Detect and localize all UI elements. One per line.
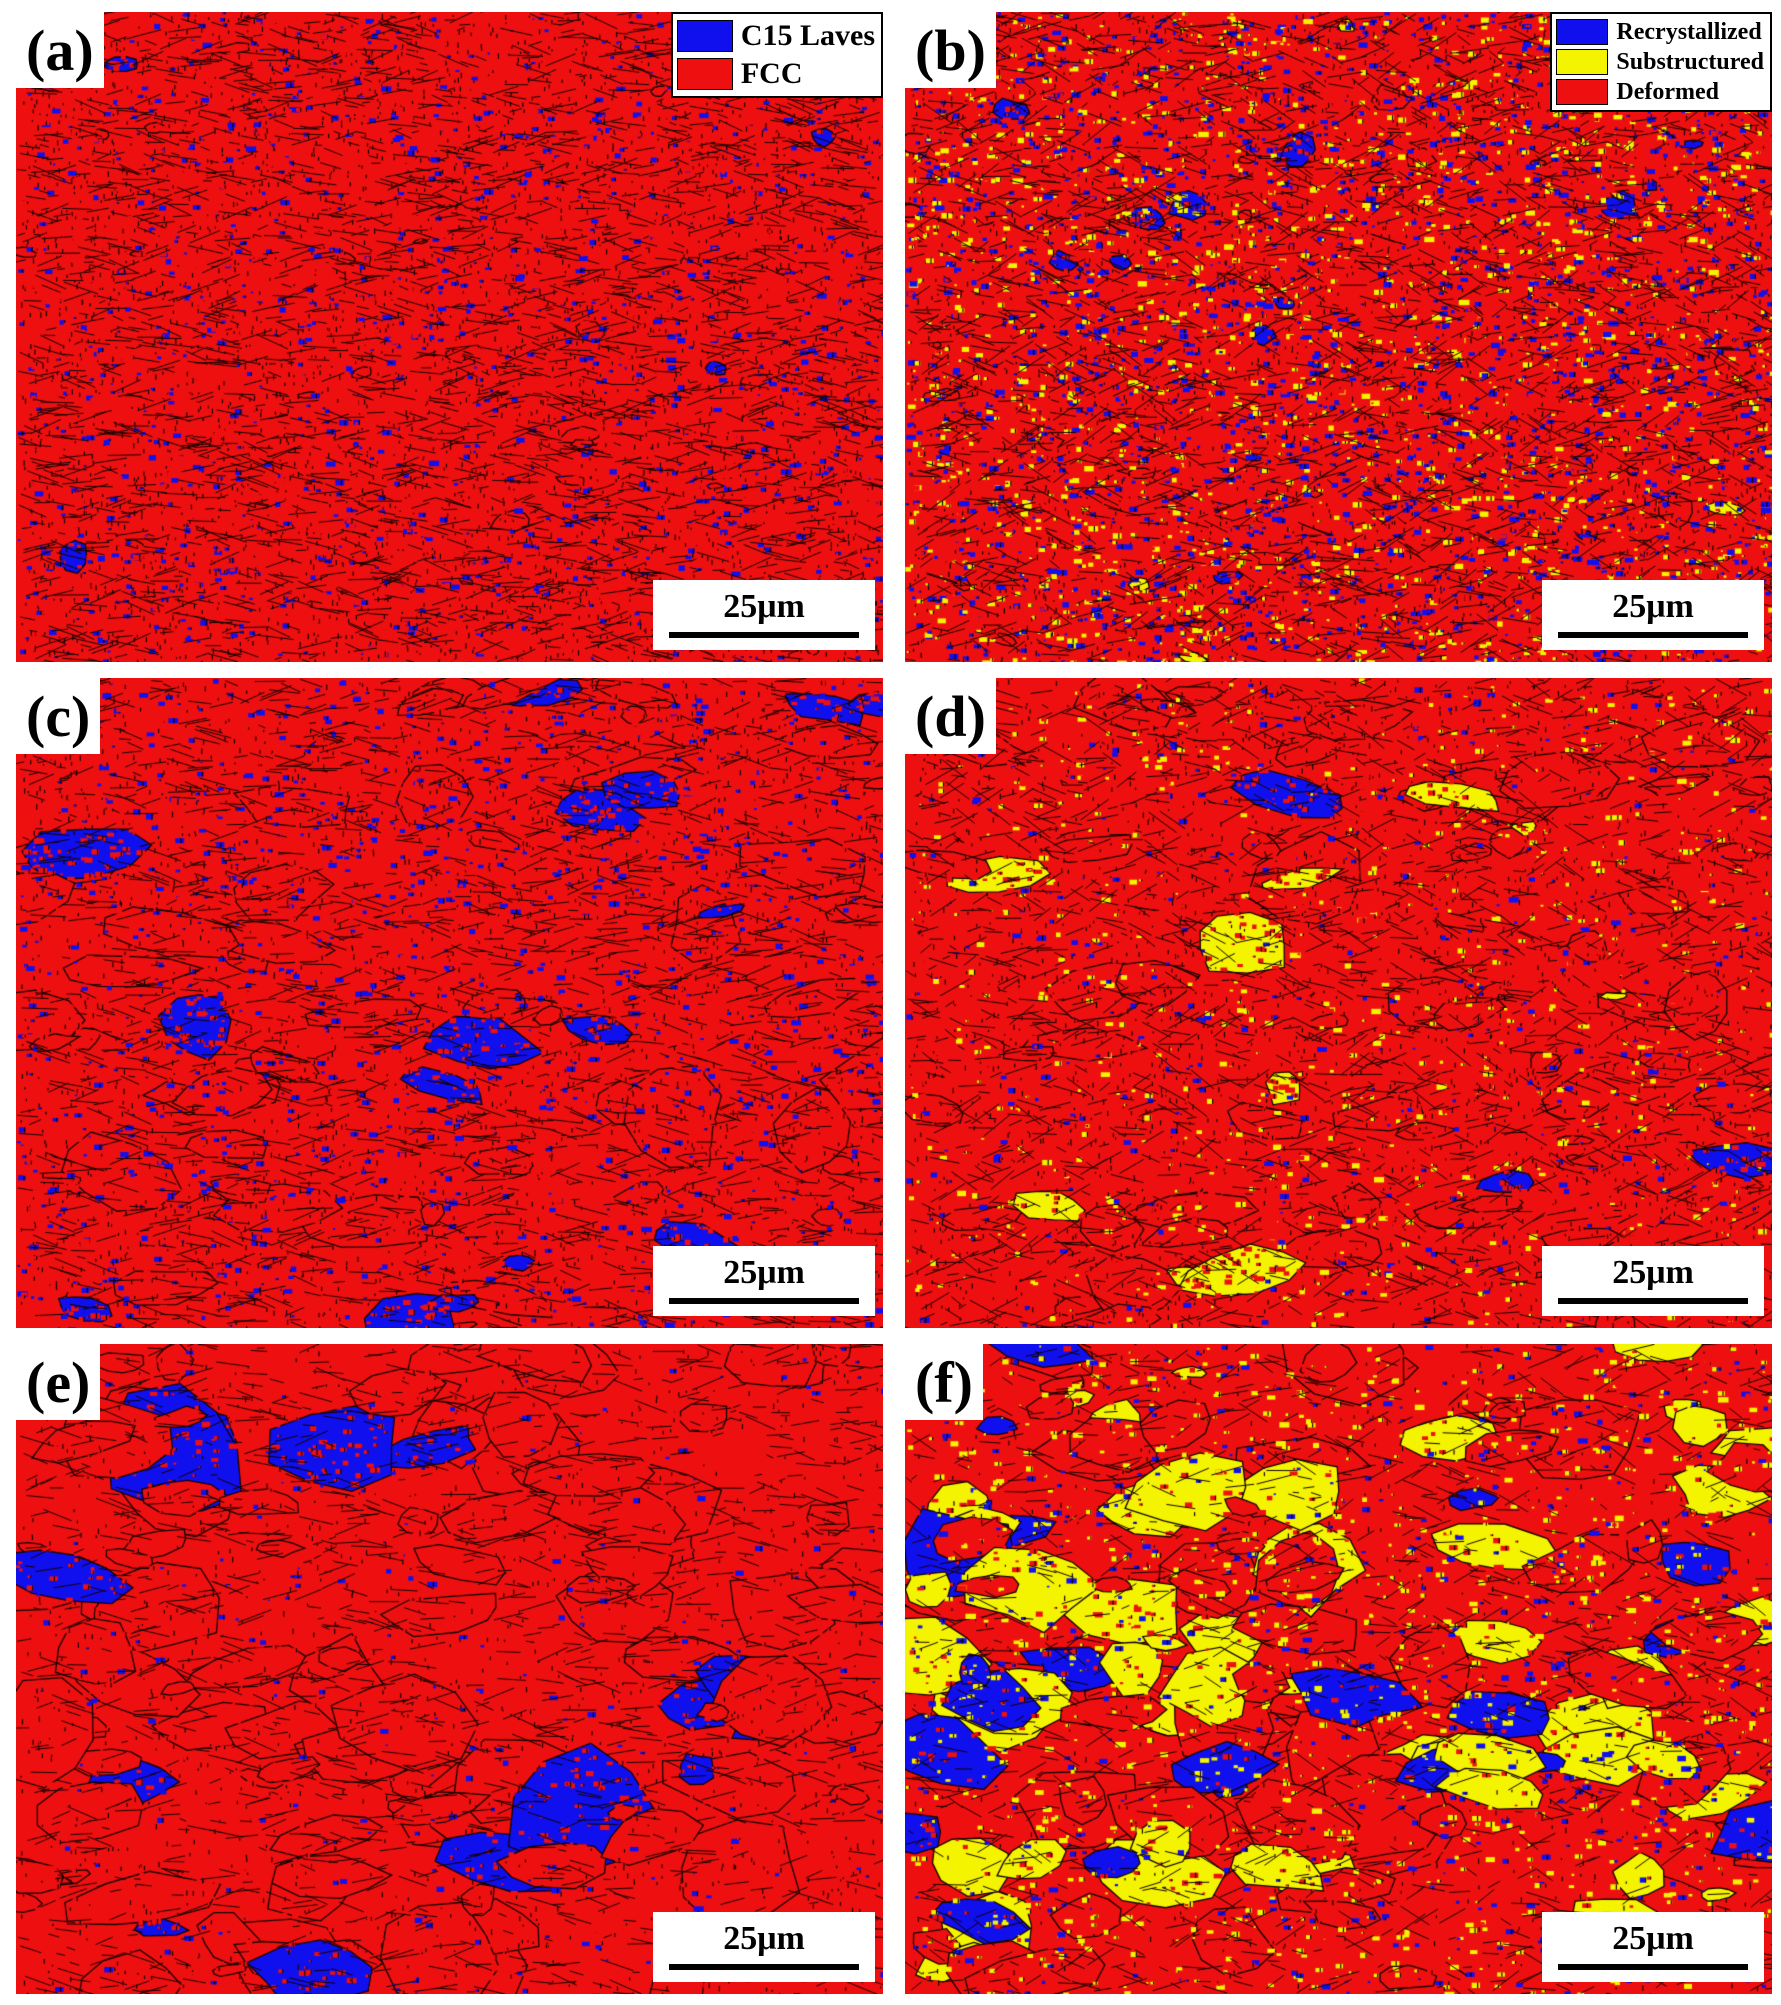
legend-label: FCC (740, 57, 803, 90)
panel-label-c: (c) (16, 678, 101, 754)
scale-bar-line (669, 632, 859, 638)
scale-bar-a: 25μm (653, 580, 875, 650)
scale-bar-label: 25μm (1612, 1920, 1694, 1957)
legend-item-recrystallized: Recrystallized (1556, 17, 1764, 47)
legend-label: C15 Laves (740, 19, 875, 52)
micrograph-panel-f: (f) 25μm (905, 1344, 1772, 1994)
micrograph-panel-e: (e) 25μm (16, 1344, 883, 1994)
recrystallization-legend: Recrystallized Substructured Deformed (1550, 12, 1772, 112)
panel-label-d: (d) (905, 678, 996, 754)
panel-label-b: (b) (905, 12, 996, 88)
legend-swatch-blue (676, 20, 733, 52)
legend-swatch-yellow (1556, 49, 1609, 75)
scale-bar-label: 25μm (723, 1920, 805, 1957)
ebsd-recrystallization-map-f (905, 1344, 1772, 1994)
legend-item-substructured: Substructured (1556, 47, 1764, 77)
scale-bar-line (1558, 1298, 1748, 1304)
scale-bar-c: 25μm (653, 1246, 875, 1316)
scale-bar-label: 25μm (1612, 588, 1694, 625)
scale-bar-e: 25μm (653, 1912, 875, 1982)
legend-label: Deformed (1616, 78, 1720, 105)
legend-swatch-blue (1556, 19, 1609, 45)
legend-item-c15-laves: C15 Laves (676, 17, 875, 55)
micrograph-panel-d: (d) 25μm (905, 678, 1772, 1328)
legend-swatch-red (1556, 79, 1609, 105)
scale-bar-label: 25μm (1612, 1254, 1694, 1291)
ebsd-recrystallization-map-b (905, 12, 1772, 662)
ebsd-phase-map-e (16, 1344, 883, 1994)
micrograph-panel-a: (a) C15 Laves FCC 25μm (16, 12, 883, 662)
scale-bar-f: 25μm (1542, 1912, 1764, 1982)
scale-bar-label: 25μm (723, 588, 805, 625)
scale-bar-b: 25μm (1542, 580, 1764, 650)
scale-bar-d: 25μm (1542, 1246, 1764, 1316)
scale-bar-line (1558, 632, 1748, 638)
legend-label: Substructured (1616, 48, 1764, 75)
panel-label-e: (e) (16, 1344, 101, 1420)
panel-label-a: (a) (16, 12, 104, 88)
micrograph-panel-b: (b) Recrystallized Substructured Deforme… (905, 12, 1772, 662)
ebsd-recrystallization-map-d (905, 678, 1772, 1328)
micrograph-panel-c: (c) 25μm (16, 678, 883, 1328)
scale-bar-line (1558, 1964, 1748, 1970)
scale-bar-label: 25μm (723, 1254, 805, 1291)
ebsd-phase-map-a (16, 12, 883, 662)
scale-bar-line (669, 1964, 859, 1970)
legend-item-fcc: FCC (676, 55, 875, 93)
legend-item-deformed: Deformed (1556, 77, 1764, 107)
ebsd-phase-map-c (16, 678, 883, 1328)
phase-legend: C15 Laves FCC (670, 12, 883, 98)
scale-bar-line (669, 1298, 859, 1304)
legend-label: Recrystallized (1616, 18, 1762, 45)
panel-label-f: (f) (905, 1344, 983, 1420)
legend-swatch-red (676, 58, 733, 90)
